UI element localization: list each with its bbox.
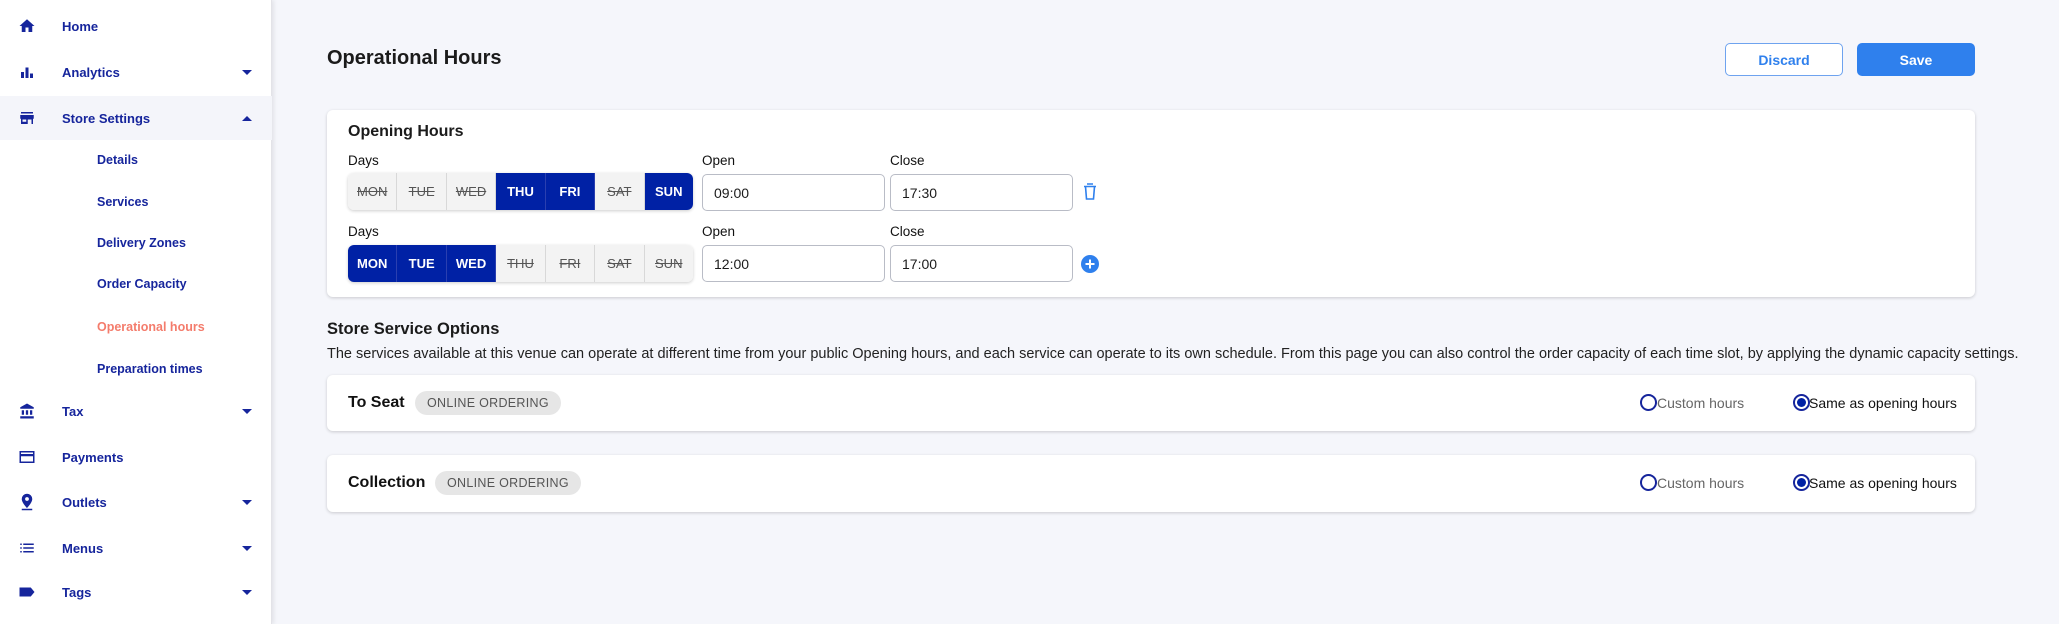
location-pin-icon — [18, 493, 36, 511]
close-label: Close — [890, 224, 925, 239]
chevron-up-icon — [242, 115, 252, 121]
service-card-collection: Collection ONLINE ORDERING Custom hours … — [327, 455, 1975, 512]
chevron-down-icon — [242, 69, 252, 75]
day-selector: MON TUE WED THU FRI SAT SUN — [348, 173, 693, 210]
sidebar-item-label: Outlets — [62, 494, 107, 510]
service-options-title: Store Service Options — [327, 320, 500, 338]
service-name: To Seat — [348, 394, 405, 411]
sidebar-item-menus[interactable]: Menus — [0, 526, 272, 570]
status-badge: ONLINE ORDERING — [415, 391, 561, 415]
open-label: Open — [702, 224, 736, 239]
day-toggle-sat[interactable]: SAT — [595, 245, 645, 282]
sidebar-item-tax[interactable]: Tax — [0, 389, 272, 433]
store-icon — [18, 109, 36, 127]
save-button[interactable]: Save — [1857, 43, 1975, 76]
open-label: Open — [702, 153, 736, 168]
day-selector: MON TUE WED THU FRI SAT SUN — [348, 245, 693, 282]
opening-hours-card: Opening Hours Days Open Close MON TUE WED T… — [327, 110, 1975, 297]
day-toggle-thu[interactable]: THU — [496, 173, 546, 210]
sidebar-subitem-delivery-zones[interactable]: Delivery Zones — [97, 236, 186, 250]
day-toggle-fri[interactable]: FRI — [545, 173, 596, 210]
open-time-input[interactable]: 09:00 — [702, 174, 885, 211]
chevron-down-icon — [242, 589, 252, 595]
close-label: Close — [890, 153, 925, 168]
service-card-to-seat: To Seat ONLINE ORDERING Custom hours Sam… — [327, 375, 1975, 431]
service-name: Collection — [348, 474, 426, 491]
sidebar-item-analytics[interactable]: Analytics — [0, 50, 272, 94]
service-options-description: The services available at this venue can… — [327, 346, 2019, 362]
sidebar-subitem-services[interactable]: Services — [97, 195, 149, 209]
days-label: Days — [348, 153, 379, 168]
sidebar-subitem-preparation-times[interactable]: Preparation times — [97, 362, 203, 376]
sidebar-item-label: Store Settings — [62, 110, 151, 126]
list-icon — [18, 539, 36, 557]
day-toggle-sun[interactable]: SUN — [644, 173, 693, 210]
sidebar-item-label: Menus — [62, 540, 104, 556]
day-toggle-thu[interactable]: THU — [496, 245, 546, 282]
same-hours-radio[interactable] — [1793, 474, 1810, 491]
same-hours-label[interactable]: Same as opening hours — [1809, 395, 1957, 411]
day-toggle-wed[interactable]: WED — [446, 173, 497, 210]
status-badge: ONLINE ORDERING — [435, 471, 581, 495]
page-title: Operational Hours — [327, 47, 502, 69]
sidebar-item-label: Payments — [62, 449, 124, 465]
discard-button[interactable]: Discard — [1725, 43, 1843, 76]
sidebar-subitem-details[interactable]: Details — [97, 153, 138, 167]
day-toggle-sun[interactable]: SUN — [644, 245, 693, 282]
sidebar: Home Analytics Store Settings Details Se… — [0, 0, 272, 624]
day-toggle-wed[interactable]: WED — [446, 245, 497, 282]
custom-hours-label[interactable]: Custom hours — [1657, 475, 1745, 491]
chevron-down-icon — [242, 408, 252, 414]
same-hours-label[interactable]: Same as opening hours — [1809, 475, 1957, 491]
chevron-down-icon — [242, 499, 252, 505]
bank-icon — [18, 402, 36, 420]
day-toggle-mon[interactable]: MON — [348, 245, 398, 282]
sidebar-item-home[interactable]: Home — [0, 4, 272, 48]
chevron-down-icon — [242, 545, 252, 551]
custom-hours-radio[interactable] — [1640, 394, 1657, 411]
day-toggle-sat[interactable]: SAT — [595, 173, 645, 210]
add-circle-icon[interactable] — [1081, 255, 1099, 278]
sidebar-item-label: Tags — [62, 584, 92, 600]
close-time-input[interactable]: 17:00 — [890, 245, 1073, 282]
custom-hours-label[interactable]: Custom hours — [1657, 395, 1745, 411]
day-toggle-fri[interactable]: FRI — [545, 245, 596, 282]
sidebar-item-label: Tax — [62, 403, 84, 419]
credit-card-icon — [18, 448, 36, 466]
tag-icon — [18, 583, 36, 601]
close-time-input[interactable]: 17:30 — [890, 174, 1073, 211]
sidebar-item-payments[interactable]: Payments — [0, 435, 272, 479]
sidebar-item-outlets[interactable]: Outlets — [0, 480, 272, 524]
day-toggle-tue[interactable]: TUE — [397, 245, 447, 282]
sidebar-item-label: Analytics — [62, 64, 120, 80]
day-toggle-tue[interactable]: TUE — [397, 173, 447, 210]
sidebar-item-label: Home — [62, 18, 99, 34]
open-time-input[interactable]: 12:00 — [702, 245, 885, 282]
trash-icon[interactable] — [1082, 183, 1098, 206]
sidebar-item-store-settings[interactable]: Store Settings — [0, 96, 272, 140]
custom-hours-radio[interactable] — [1640, 474, 1657, 491]
sidebar-item-tags[interactable]: Tags — [0, 570, 272, 614]
days-label: Days — [348, 224, 379, 239]
day-toggle-mon[interactable]: MON — [348, 173, 398, 210]
sidebar-subitem-operational-hours[interactable]: Operational hours — [97, 320, 205, 334]
sidebar-subitem-order-capacity[interactable]: Order Capacity — [97, 277, 187, 291]
same-hours-radio[interactable] — [1793, 394, 1810, 411]
bar-chart-icon — [18, 63, 36, 81]
home-icon — [18, 17, 36, 35]
opening-hours-title: Opening Hours — [348, 123, 464, 140]
